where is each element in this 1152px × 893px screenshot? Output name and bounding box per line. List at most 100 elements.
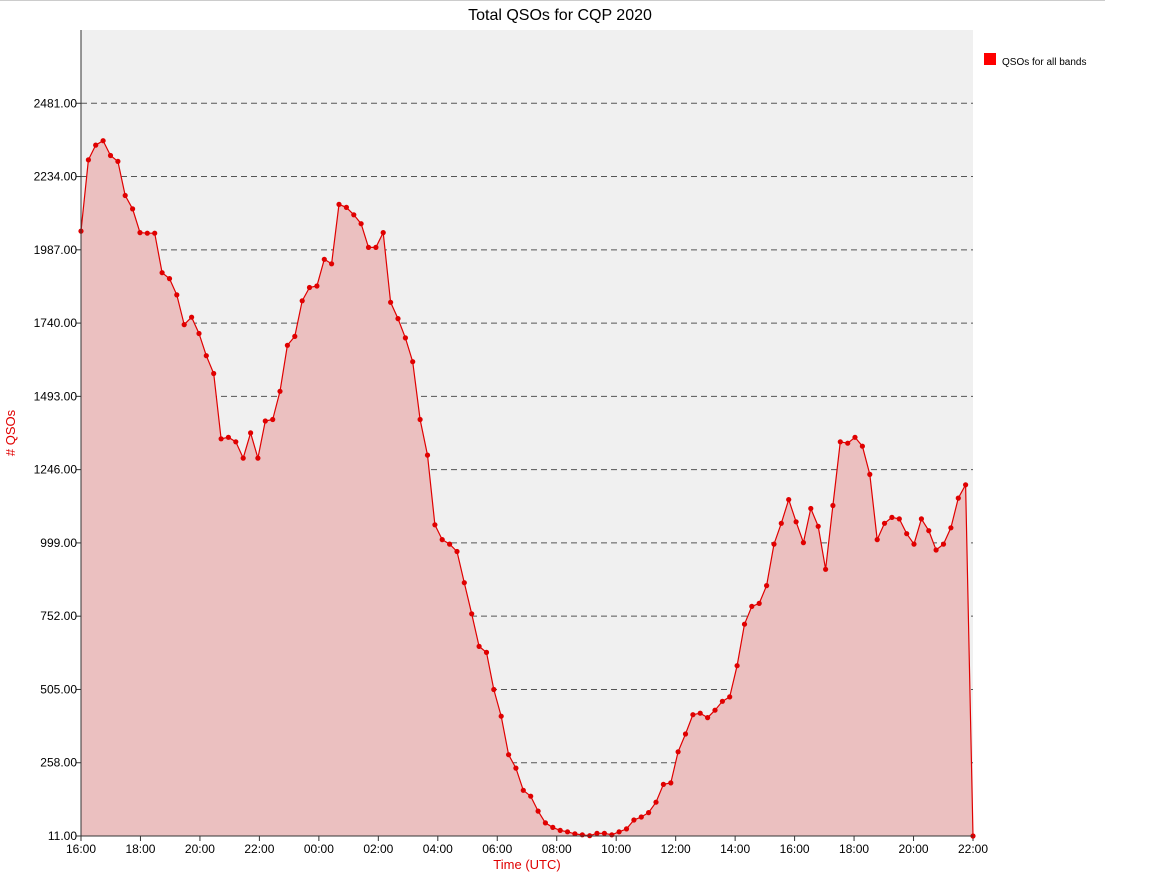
data-point (137, 230, 143, 236)
data-point (808, 505, 814, 512)
data-point (270, 416, 276, 423)
data-point (181, 322, 187, 328)
data-point (660, 781, 667, 788)
data-point (609, 832, 615, 838)
data-point (638, 814, 644, 820)
data-point (395, 316, 401, 322)
data-point (196, 330, 202, 337)
data-point (240, 455, 246, 461)
data-point (439, 537, 445, 543)
data-point (498, 713, 504, 719)
data-point (771, 541, 777, 547)
data-point (653, 799, 659, 805)
data-point (646, 810, 652, 816)
data-point (601, 830, 608, 836)
series-area-fill (81, 140, 973, 836)
data-point (122, 192, 128, 199)
data-point (203, 353, 209, 359)
x-tick-label: 18:00 (839, 842, 869, 856)
data-point (93, 142, 99, 148)
data-point (528, 793, 534, 799)
data-point (904, 531, 910, 537)
data-point (881, 520, 888, 526)
data-point (115, 158, 121, 164)
data-point (365, 244, 372, 250)
data-point (867, 471, 873, 477)
data-point (623, 826, 630, 832)
data-point (314, 283, 320, 289)
x-tick-label: 20:00 (185, 842, 215, 856)
series-points (78, 138, 976, 839)
data-point (948, 525, 954, 531)
data-point (749, 603, 755, 610)
data-point (417, 416, 423, 423)
y-tick-label: 1987.00 (34, 243, 78, 257)
x-tick-label: 22:00 (244, 842, 274, 856)
data-point (321, 256, 327, 262)
data-point (262, 418, 268, 424)
legend-label: QSOs for all bands (1002, 57, 1086, 68)
data-point (557, 827, 563, 834)
x-tick-label: 02:00 (363, 842, 393, 856)
data-point (476, 643, 482, 650)
x-tick-label: 10:00 (601, 842, 631, 856)
data-point (631, 817, 637, 823)
data-point (741, 621, 748, 627)
data-point (697, 710, 703, 716)
data-point (778, 520, 784, 526)
data-point (144, 230, 150, 236)
data-point (461, 580, 467, 586)
data-point (233, 439, 239, 445)
data-point (793, 519, 799, 525)
y-tick-label: 1740.00 (34, 316, 78, 330)
data-point (682, 731, 689, 737)
data-point (800, 540, 807, 546)
data-point (859, 443, 866, 449)
data-point (933, 547, 939, 553)
data-point (284, 342, 290, 348)
x-axis-label: Time (UTC) (493, 857, 560, 872)
x-tick-label: 00:00 (304, 842, 334, 856)
legend-swatch (984, 53, 996, 65)
data-point (837, 439, 843, 445)
data-point (174, 292, 180, 298)
data-point (823, 566, 829, 572)
data-point (911, 541, 917, 547)
y-tick-label: 2234.00 (34, 170, 78, 184)
data-point (469, 611, 475, 617)
data-point (852, 434, 858, 440)
data-point (786, 497, 792, 503)
data-point (668, 780, 674, 786)
data-point (306, 284, 313, 291)
x-tick-label: 20:00 (899, 842, 929, 856)
data-point (211, 370, 217, 377)
x-axis-ticks: 16:00 18:00 20:00 22:00 00:00 02:00 04:00 06:00… (66, 836, 988, 856)
data-point (410, 359, 416, 365)
data-point (845, 440, 851, 446)
y-tick-label: 505.00 (40, 682, 77, 696)
x-tick-label: 16:00 (66, 842, 96, 856)
x-tick-label: 22:00 (958, 842, 988, 856)
data-point (542, 820, 549, 826)
data-point (85, 157, 91, 163)
data-point (815, 523, 821, 529)
data-point (572, 831, 578, 837)
x-tick-label: 06:00 (482, 842, 512, 856)
y-tick-label: 11.00 (48, 829, 77, 843)
legend: QSOs for all bands (984, 53, 1086, 68)
y-tick-label: 258.00 (40, 756, 77, 770)
data-point (764, 583, 770, 589)
data-point (336, 201, 342, 207)
data-point (130, 206, 136, 212)
data-point (506, 752, 512, 758)
chart-title: Total QSOs for CQP 2020 (468, 7, 652, 24)
data-point (734, 663, 740, 669)
data-point (343, 204, 349, 210)
data-point (351, 212, 357, 218)
y-tick-label: 2481.00 (34, 96, 78, 110)
data-point (918, 516, 925, 522)
y-tick-label: 1493.00 (34, 389, 78, 403)
data-point (292, 333, 298, 339)
y-axis-label: # QSOs (3, 409, 18, 456)
data-point (218, 436, 224, 442)
